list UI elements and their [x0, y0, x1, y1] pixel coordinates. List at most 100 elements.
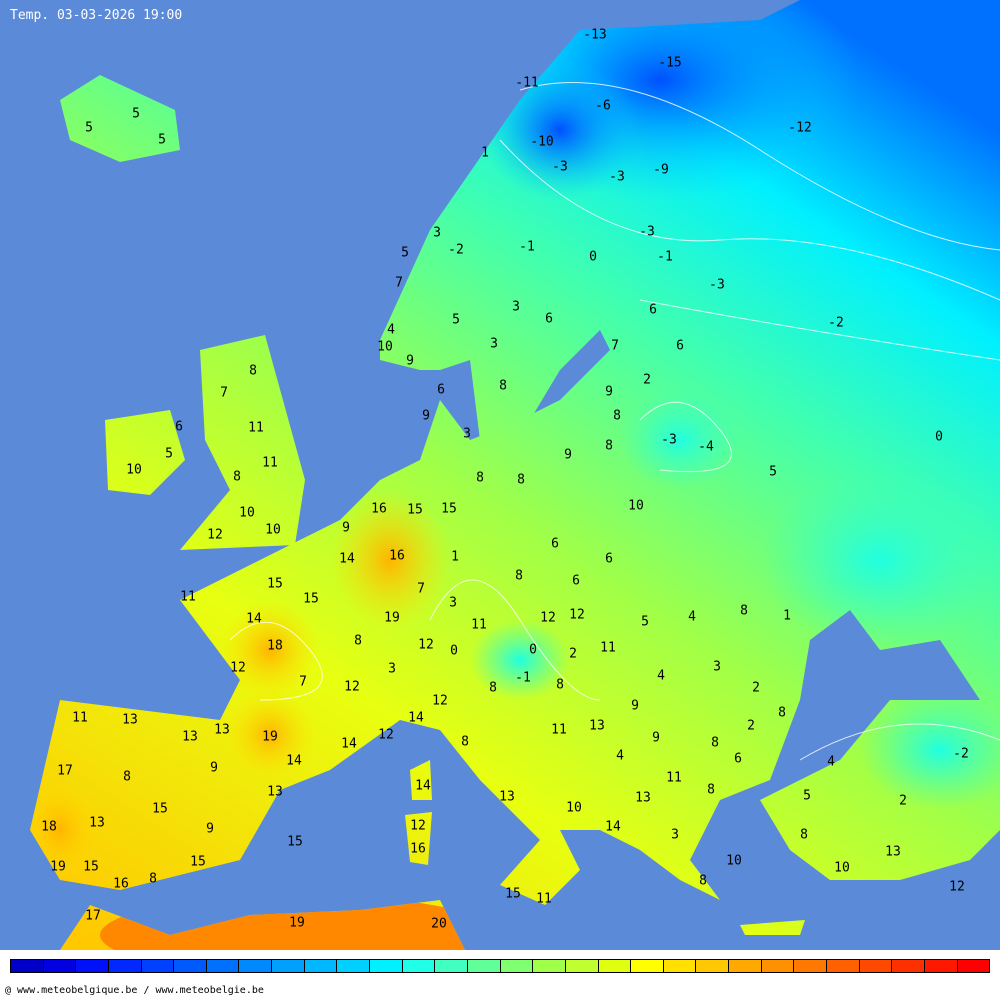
temperature-label: 16: [410, 842, 426, 857]
temperature-label: 8: [149, 872, 157, 887]
temperature-colorbar: [10, 959, 990, 973]
temperature-label: 8: [515, 569, 523, 584]
colorbar-segment: [76, 960, 109, 972]
temperature-label: 5: [85, 121, 93, 136]
temperature-label: 11: [72, 711, 88, 726]
temperature-label: 2: [899, 794, 907, 809]
colorbar-segment: [304, 960, 338, 972]
temperature-label: 13: [885, 845, 901, 860]
temperature-labels: -13-15-11-6-12-101-3-3 -93-2 -1-30 -1-35735…: [41, 28, 969, 932]
temperature-label: -4: [698, 440, 714, 455]
temperature-label: 5: [401, 246, 409, 261]
temperature-label: 12: [410, 819, 426, 834]
temperature-label: 16: [371, 502, 387, 517]
temperature-label: 5: [132, 107, 140, 122]
temperature-label: 13: [499, 790, 515, 805]
temperature-label: 1: [783, 609, 791, 624]
temperature-label: 12: [230, 661, 246, 676]
temperature-label: 9: [210, 761, 218, 776]
temperature-label: 8: [605, 439, 613, 454]
temperature-label: 11: [551, 723, 567, 738]
temperature-label: 14: [339, 552, 355, 567]
temperature-label: 17: [85, 909, 101, 924]
temperature-label: 8: [699, 874, 707, 889]
temperature-label: 6: [572, 574, 580, 589]
temperature-label: 0: [529, 643, 537, 658]
temperature-label: 9: [631, 699, 639, 714]
temperature-label: 12: [949, 880, 965, 895]
temperature-label: 4: [387, 323, 395, 338]
temperature-label: 10: [239, 506, 255, 521]
temperature-label: -15: [658, 56, 681, 71]
temperature-label: 3: [433, 226, 441, 241]
temperature-label: 12: [540, 611, 556, 626]
temperature-label: 5: [165, 447, 173, 462]
temperature-label: 3: [463, 427, 471, 442]
temperature-label: -3: [709, 278, 725, 293]
temperature-map: -13 -15 -11 -6 -12 -10 1 -3 -3 -9 3 -2 -1 -3 0 -1 -3 5 7 3 5…: [0, 0, 1000, 950]
colorbar-segment: [859, 960, 893, 972]
temperature-label: 7: [395, 276, 403, 291]
temperature-label: 13: [267, 785, 283, 800]
temperature-label: 6: [605, 552, 613, 567]
temperature-label: 9: [206, 822, 214, 837]
temperature-label: -3: [609, 170, 625, 185]
temperature-label: 20: [431, 917, 447, 932]
temperature-label: 4: [827, 755, 835, 770]
temperature-label: -10: [530, 135, 553, 150]
temperature-label: 15: [83, 860, 99, 875]
temperature-label: 14: [415, 779, 431, 794]
temperature-label: 10: [566, 801, 582, 816]
temperature-label: 12: [207, 528, 223, 543]
temperature-label: 8: [800, 828, 808, 843]
temperature-label: 13: [589, 719, 605, 734]
temperature-label: 1: [481, 146, 489, 161]
temperature-label: -3: [552, 160, 568, 175]
temperature-label: 2: [569, 647, 577, 662]
temperature-label: 3: [671, 828, 679, 843]
temperature-label: 8: [233, 470, 241, 485]
temperature-label: 7: [220, 386, 228, 401]
colorbar-segment: [337, 960, 371, 972]
temperature-label: 10: [265, 523, 281, 538]
temperature-label: -6: [595, 99, 611, 114]
temperature-label: 19: [50, 860, 66, 875]
temperature-label: 6: [175, 420, 183, 435]
temperature-label: 3: [388, 662, 396, 677]
colorbar-segment: [206, 960, 240, 972]
temperature-label: -1: [657, 250, 673, 265]
colorbar-segment: [565, 960, 599, 972]
colorbar-segment: [761, 960, 795, 972]
temperature-label: 4: [657, 669, 665, 684]
temperature-label: 10: [126, 463, 142, 478]
temperature-label: 5: [769, 465, 777, 480]
temperature-label: 16: [389, 549, 405, 564]
temperature-label: 10: [377, 340, 393, 355]
temperature-label: 12: [432, 694, 448, 709]
colorbar-segment: [957, 960, 990, 972]
temperature-label: 8: [354, 634, 362, 649]
temperature-label: 12: [344, 680, 360, 695]
temperature-label: 10: [726, 854, 742, 869]
temperature-label: 15: [287, 835, 303, 850]
temperature-label: 6: [734, 752, 742, 767]
colorbar-segment: [402, 960, 436, 972]
temperature-label: 5: [641, 615, 649, 630]
temperature-label: 19: [384, 611, 400, 626]
temperature-label: 15: [407, 503, 423, 518]
temperature-label: 13: [214, 723, 230, 738]
temperature-label: 5: [452, 313, 460, 328]
temperature-label: -12: [788, 121, 811, 136]
temperature-label: 12: [569, 608, 585, 623]
temperature-label: 2: [752, 681, 760, 696]
temperature-label: 16: [113, 877, 129, 892]
temperature-label: 3: [512, 300, 520, 315]
temperature-label: -2: [828, 316, 844, 331]
temperature-label: 14: [286, 754, 302, 769]
temperature-label: -1: [519, 240, 535, 255]
temperature-label: 11: [536, 892, 552, 907]
temperature-label: 7: [417, 582, 425, 597]
temperature-label: 9: [564, 448, 572, 463]
colorbar-segment: [108, 960, 142, 972]
temperature-label: 6: [649, 303, 657, 318]
